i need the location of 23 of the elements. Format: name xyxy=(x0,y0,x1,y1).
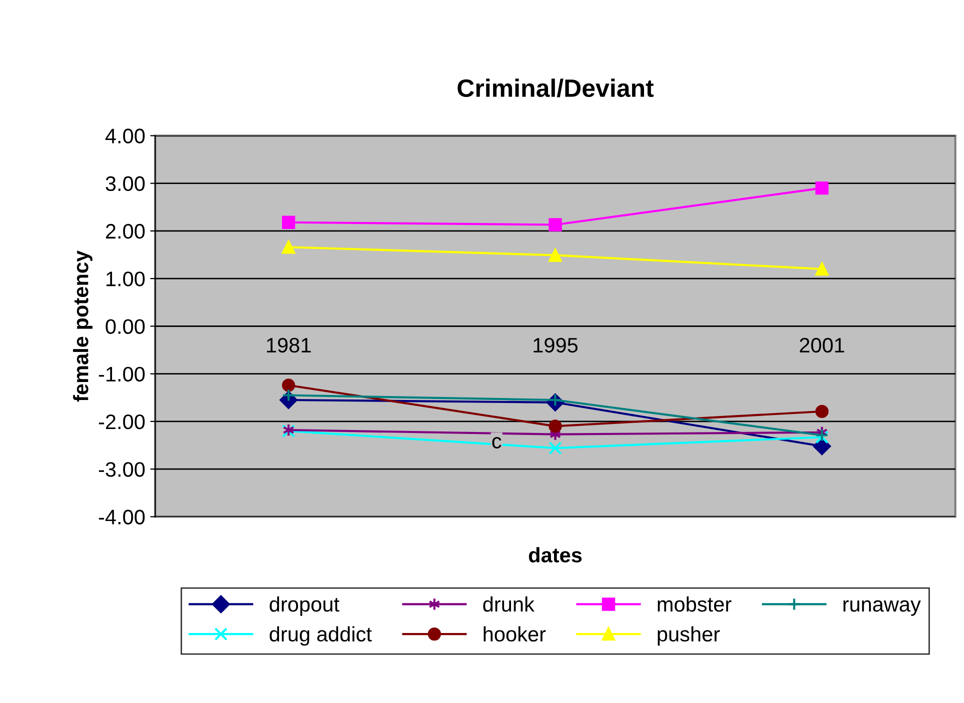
x-axis-title: dates xyxy=(528,547,582,562)
x-tick-label: 2001 xyxy=(800,338,844,353)
legend-label: mobster xyxy=(658,596,732,612)
chart-title: Criminal/Deviant xyxy=(458,78,654,98)
legend-label: drunk xyxy=(483,596,534,612)
y-tick-label: 2.00 xyxy=(106,224,145,239)
x-tick-label: 1981 xyxy=(266,338,311,353)
legend-label: pusher xyxy=(658,626,720,646)
y-tick-label: 1.00 xyxy=(106,272,145,286)
annotation: c xyxy=(492,437,502,448)
y-tick-label: -1.00 xyxy=(98,366,145,382)
y-tick-label: 0.00 xyxy=(106,319,145,334)
legend-label: hooker xyxy=(484,626,546,642)
legend-label: drug addict xyxy=(270,626,372,646)
y-tick-label: -3.00 xyxy=(98,462,145,477)
legend-label: runaway xyxy=(843,600,921,616)
y-tick-label: 4.00 xyxy=(105,128,145,144)
y-axis-title: female potency xyxy=(73,250,92,402)
y-tick-label: 3.00 xyxy=(106,176,145,192)
y-tick-label: -4.00 xyxy=(98,510,145,524)
y-tick-label: -2.00 xyxy=(98,414,145,430)
legend-label: dropout xyxy=(270,596,340,616)
x-tick-label: 1995 xyxy=(534,338,578,353)
